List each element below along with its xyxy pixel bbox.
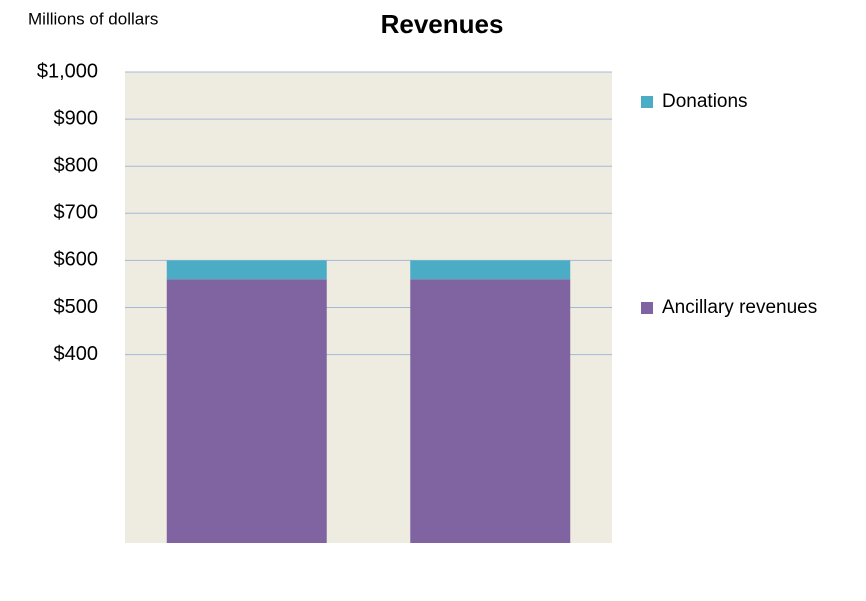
legend-swatch: [641, 96, 653, 108]
y-tick-label: $800: [54, 154, 99, 176]
y-tick-label: $900: [54, 107, 99, 129]
bar-segment: [410, 260, 570, 279]
bar-segment: [167, 260, 327, 279]
chart: Millions of dollars Revenues $400 $500 $60…: [0, 0, 866, 596]
page: {"chart_data": {"type": "bar", "stacked"…: [0, 0, 866, 596]
bar-segment: [167, 279, 327, 543]
bar-segment: [410, 279, 570, 543]
y-tick-label: $500: [54, 296, 99, 318]
y-tick-label: $1,000: [37, 60, 98, 82]
legend-swatch: [641, 302, 653, 314]
y-tick-label: $400: [54, 343, 99, 365]
y-tick-label: $600: [54, 249, 99, 271]
legend-label: Ancillary revenues: [662, 297, 817, 318]
chart-title: Revenues: [381, 9, 504, 39]
y-axis-label: Millions of dollars: [28, 9, 158, 28]
legend-label: Donations: [662, 91, 748, 112]
y-tick-label: $700: [54, 202, 99, 224]
